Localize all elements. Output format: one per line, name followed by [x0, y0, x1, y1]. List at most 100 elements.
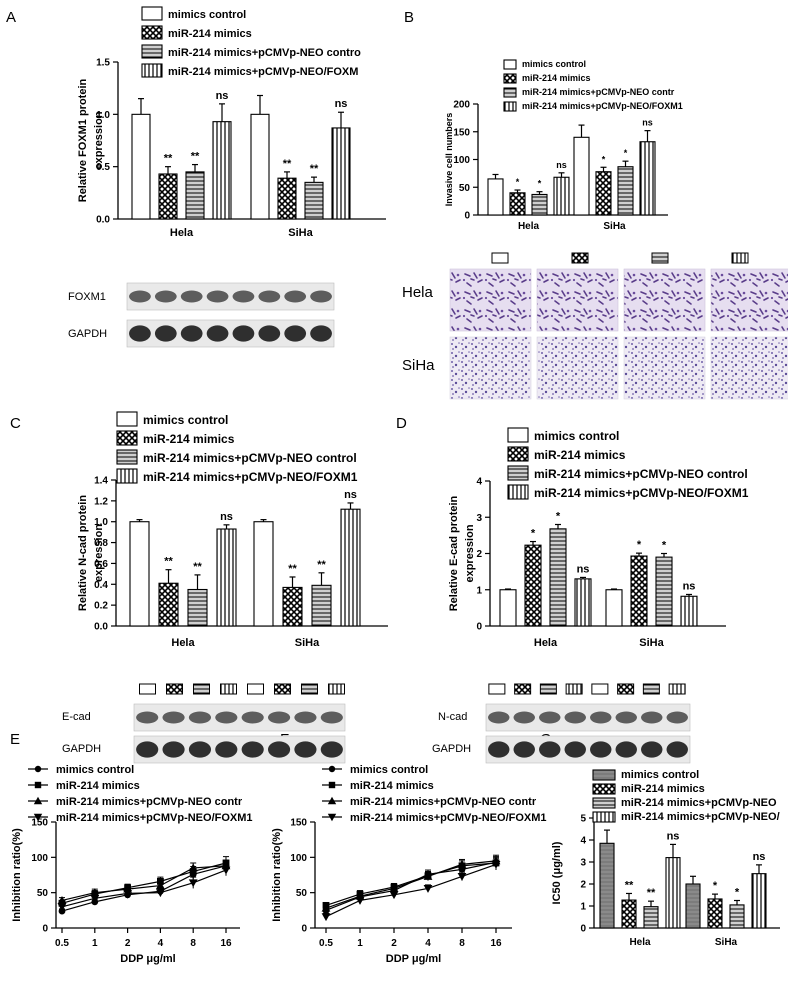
bar: [331, 127, 351, 220]
marker-triangle-down: [327, 813, 337, 822]
bar: [509, 192, 526, 216]
blot-band: [488, 711, 510, 724]
marker-triangle-down: [123, 889, 132, 898]
bar: [574, 578, 592, 627]
significance-label: *: [531, 528, 536, 540]
invasion-image-siha: [623, 336, 706, 400]
chart-c: 0.0 0.2 0.4 0.6 0.8 1.0 1.2 1.4 Relative N-cad p…: [77, 411, 388, 649]
marker-circle: [34, 765, 42, 773]
blot-band: [310, 290, 332, 303]
blot-band: [241, 741, 264, 758]
bar: [553, 176, 570, 216]
legend-entry: miR-214 mimics+pCMVp-NEO control: [143, 451, 357, 465]
significance-label: **: [191, 151, 200, 163]
legend-swatch: [116, 449, 138, 465]
lane-key: [668, 683, 686, 695]
marker-triangle-down: [389, 891, 399, 900]
significance-label: *: [637, 539, 642, 551]
legend-entry: miR-214 mimics: [534, 448, 626, 462]
blot-band: [320, 741, 343, 758]
series-line: [325, 861, 497, 911]
bar: [531, 193, 548, 216]
marker-triangle: [457, 860, 467, 868]
series-line: [325, 863, 497, 918]
legend-entry: mimics control: [168, 9, 246, 21]
y-tick-label: 3: [580, 858, 586, 869]
legend-swatch: [592, 797, 616, 809]
blot-band: [615, 711, 637, 724]
x-tick-label: 4: [158, 938, 164, 949]
invasion-image-hela: [536, 268, 619, 332]
blot-band: [590, 741, 612, 758]
category-label: SiHa: [715, 937, 738, 948]
blot-band: [564, 741, 586, 758]
legend-swatch: [507, 446, 529, 462]
significance-label: *: [538, 179, 542, 189]
marker-triangle-down: [33, 813, 43, 822]
series-line: [61, 865, 227, 912]
y-tick-label: 50: [459, 183, 471, 194]
category-label: Hela: [171, 637, 195, 649]
y-axis-label: Relative N-cad protein: [77, 495, 89, 611]
y-tick-label: 1: [580, 902, 586, 913]
blot-band: [310, 325, 332, 342]
y-tick-label: 0: [464, 211, 470, 222]
marker-triangle: [33, 796, 43, 805]
blot-band: [267, 711, 291, 724]
x-axis-label: DDP μg/ml: [120, 953, 175, 965]
x-axis-label: DDP μg/ml: [386, 953, 441, 965]
legend-swatch: [507, 484, 529, 500]
bar: [216, 528, 237, 627]
x-tick-label: 8: [190, 938, 196, 949]
blot-band: [180, 290, 203, 303]
y-tick-label: 0.0: [94, 622, 108, 633]
marker-triangle: [188, 863, 198, 872]
panel-label-d: D: [396, 415, 407, 432]
lane-key: [328, 683, 345, 695]
legend-entry: mimics control: [621, 769, 699, 781]
marker-triangle: [389, 884, 399, 892]
legend-entry: mimics control: [143, 413, 228, 427]
blot-row-label-gapdh: GAPDH: [62, 743, 101, 755]
legend-entry: miR-214 mimics+pCMVp-NEO/FOXM: [168, 66, 358, 78]
blot-band: [206, 325, 229, 342]
y-tick-label: 1: [476, 585, 482, 596]
legend-entry: miR-214 mimics+pCMVp-NEO/FOXM1: [350, 812, 547, 824]
marker-square: [34, 781, 42, 789]
legend-entry: miR-214 mimics+pCMVp-NEO contr: [522, 87, 675, 97]
blot-band: [513, 711, 535, 724]
blot-d-ncad: [485, 703, 691, 732]
blot-band: [320, 711, 343, 724]
legend-entry: miR-214 mimics: [168, 28, 252, 40]
y-tick-label: 0: [476, 622, 482, 633]
invasion-image-siha: [449, 336, 532, 400]
marker-square: [328, 781, 336, 789]
legend-entry: miR-214 mimics+pCMVp-NEO control: [534, 467, 748, 481]
y-tick-label: 100: [453, 155, 470, 166]
y-tick-label: 0: [580, 924, 586, 935]
bar: [751, 873, 767, 929]
x-tick-label: 16: [490, 938, 502, 949]
category-label: SiHa: [603, 221, 626, 232]
lane-key: [571, 252, 589, 264]
lane-key: [301, 683, 318, 695]
blot-a-foxm1: [126, 282, 335, 311]
bar: [340, 508, 361, 627]
y-tick-label: 1.5: [96, 58, 110, 69]
significance-label: *: [516, 177, 520, 187]
significance-label: **: [317, 559, 326, 571]
blot-band: [641, 741, 663, 758]
chart-e: 0 50 100 150 0.5 1 2 4 8 16 DDP μg/ml Inhibition ra…: [11, 764, 253, 965]
y-axis-label: Relative E-cad protein: [448, 495, 460, 611]
series-line: [325, 860, 497, 909]
legend-entry: miR-214 mimics: [350, 780, 434, 792]
legend-entry: miR-214 mimics+pCMVp-NEO contr: [56, 796, 243, 808]
x-tick-label: 8: [459, 938, 465, 949]
blot-band: [129, 290, 151, 303]
significance-label: **: [283, 158, 292, 170]
legend-swatch: [116, 468, 138, 484]
y-axis-label: Inhibition ratio(%): [271, 828, 283, 922]
blot-band: [241, 711, 264, 724]
significance-label: **: [193, 561, 202, 573]
